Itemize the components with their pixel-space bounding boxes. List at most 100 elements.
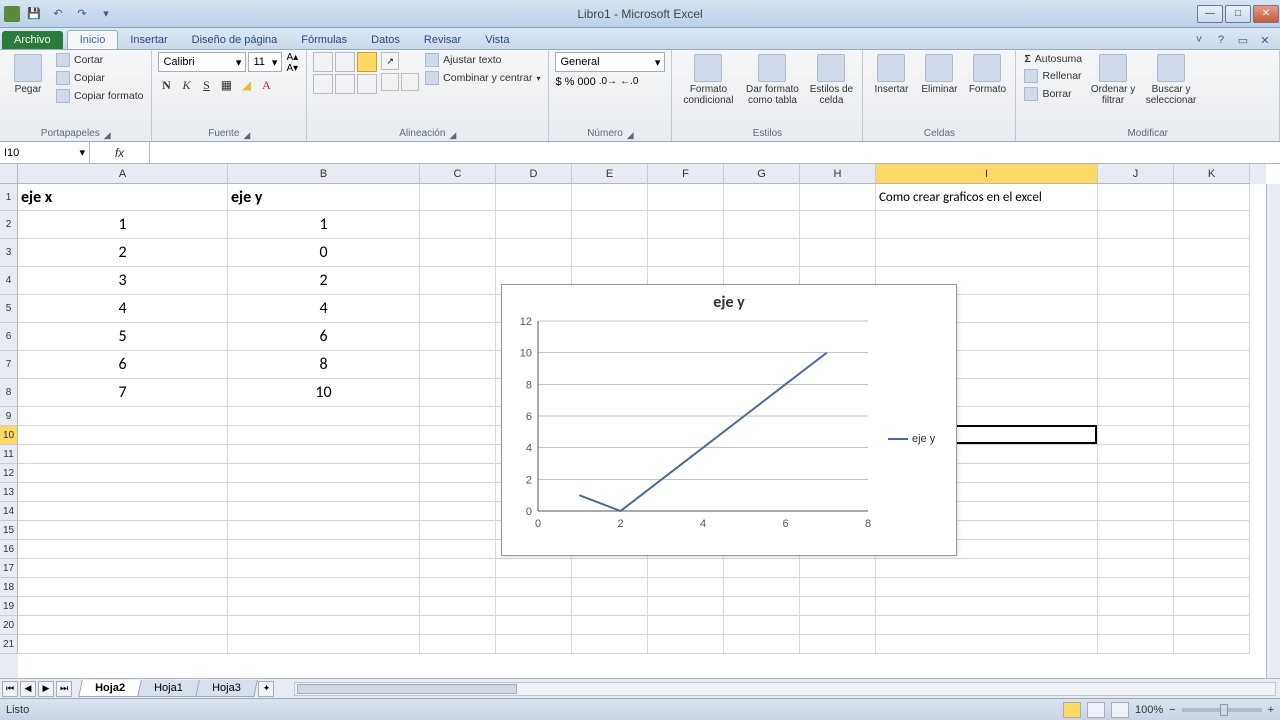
cell-B7[interactable]: 8 [228,351,420,379]
view-normal-button[interactable] [1063,702,1081,718]
cell-B4[interactable]: 2 [228,267,420,295]
row-header-20[interactable]: 20 [0,616,18,635]
cell-H18[interactable] [800,578,876,597]
row-header-5[interactable]: 5 [0,295,18,323]
font-size-combo[interactable]: 11▾ [248,52,282,72]
cell-J16[interactable] [1098,540,1174,559]
cell-A11[interactable] [18,445,228,464]
cell-B9[interactable] [228,407,420,426]
help-icon[interactable]: ? [1212,31,1230,49]
row-header-4[interactable]: 4 [0,267,18,295]
number-format-combo[interactable]: General▾ [555,52,665,72]
cell-D18[interactable] [496,578,572,597]
cell-G18[interactable] [724,578,800,597]
cell-D3[interactable] [496,239,572,267]
cell-F3[interactable] [648,239,724,267]
cell-A18[interactable] [18,578,228,597]
row-header-16[interactable]: 16 [0,540,18,559]
cell-I19[interactable] [876,597,1098,616]
cell-B11[interactable] [228,445,420,464]
cell-C9[interactable] [420,407,496,426]
cell-J6[interactable] [1098,323,1174,351]
cell-B2[interactable]: 1 [228,211,420,239]
cell-B12[interactable] [228,464,420,483]
col-header-E[interactable]: E [572,164,648,184]
cell-K21[interactable] [1174,635,1250,654]
cell-F17[interactable] [648,559,724,578]
cell-A7[interactable]: 6 [18,351,228,379]
format-painter-button[interactable]: Copiar formato [54,88,145,104]
cell-B21[interactable] [228,635,420,654]
cell-B15[interactable] [228,521,420,540]
percent-button[interactable]: % [565,76,575,88]
cells-grid[interactable]: eje xeje yComo crear graficos en el exce… [18,184,1266,678]
view-page-break-button[interactable] [1111,702,1129,718]
underline-button[interactable]: S [198,78,214,93]
cell-G3[interactable] [724,239,800,267]
select-all-corner[interactable] [0,164,18,184]
cell-J9[interactable] [1098,407,1174,426]
cell-styles-button[interactable]: Estilos de celda [806,52,856,108]
merge-center-button[interactable]: Combinar y centrar▾ [423,70,542,86]
cell-K19[interactable] [1174,597,1250,616]
cell-C2[interactable] [420,211,496,239]
font-name-combo[interactable]: Calibri▾ [158,52,246,72]
tab-fórmulas[interactable]: Fórmulas [289,31,359,49]
cell-C4[interactable] [420,267,496,295]
cell-K11[interactable] [1174,445,1250,464]
format-cells-button[interactable]: Formato [965,52,1009,97]
align-bottom-right[interactable] [357,74,377,94]
cell-K4[interactable] [1174,267,1250,295]
col-header-I[interactable]: I [876,164,1098,184]
cell-C18[interactable] [420,578,496,597]
cell-I2[interactable] [876,211,1098,239]
cell-I20[interactable] [876,616,1098,635]
tab-datos[interactable]: Datos [359,31,412,49]
row-header-18[interactable]: 18 [0,578,18,597]
window-restore-icon[interactable]: ▭ [1234,31,1252,49]
align-bottom-center[interactable] [335,74,355,94]
cell-F1[interactable] [648,184,724,211]
cell-J11[interactable] [1098,445,1174,464]
copy-button[interactable]: Copiar [54,70,145,86]
cell-F21[interactable] [648,635,724,654]
cell-K9[interactable] [1174,407,1250,426]
cell-K2[interactable] [1174,211,1250,239]
dialog-launcher-icon[interactable]: ◢ [104,130,111,141]
tab-vista[interactable]: Vista [473,31,521,49]
cell-J7[interactable] [1098,351,1174,379]
tab-nav-last[interactable]: ⏭ [56,681,72,697]
tab-revisar[interactable]: Revisar [412,31,473,49]
cell-J18[interactable] [1098,578,1174,597]
cell-J3[interactable] [1098,239,1174,267]
cell-K6[interactable] [1174,323,1250,351]
chart-object[interactable]: eje y 02468101202468 eje y [501,284,957,556]
zoom-out-button[interactable]: − [1169,704,1175,716]
new-sheet-button[interactable]: ✦ [258,681,274,697]
ribbon-minimize-icon[interactable]: ˅ [1190,31,1208,49]
shrink-font-icon[interactable]: A▾ [286,63,298,74]
cell-J5[interactable] [1098,295,1174,323]
cell-K13[interactable] [1174,483,1250,502]
align-bottom-left[interactable] [313,74,333,94]
fx-icon[interactable]: fx [115,146,124,160]
view-page-layout-button[interactable] [1087,702,1105,718]
qat-undo-icon[interactable]: ↶ [48,4,68,24]
cell-C12[interactable] [420,464,496,483]
cell-H1[interactable] [800,184,876,211]
cell-B14[interactable] [228,502,420,521]
cell-F19[interactable] [648,597,724,616]
cell-D20[interactable] [496,616,572,635]
cell-C1[interactable] [420,184,496,211]
col-header-D[interactable]: D [496,164,572,184]
col-header-C[interactable]: C [420,164,496,184]
cell-J4[interactable] [1098,267,1174,295]
cell-H20[interactable] [800,616,876,635]
row-header-19[interactable]: 19 [0,597,18,616]
cell-E21[interactable] [572,635,648,654]
row-header-2[interactable]: 2 [0,211,18,239]
cell-A8[interactable]: 7 [18,379,228,407]
dialog-launcher-icon[interactable]: ◢ [627,130,634,141]
row-header-13[interactable]: 13 [0,483,18,502]
row-header-7[interactable]: 7 [0,351,18,379]
